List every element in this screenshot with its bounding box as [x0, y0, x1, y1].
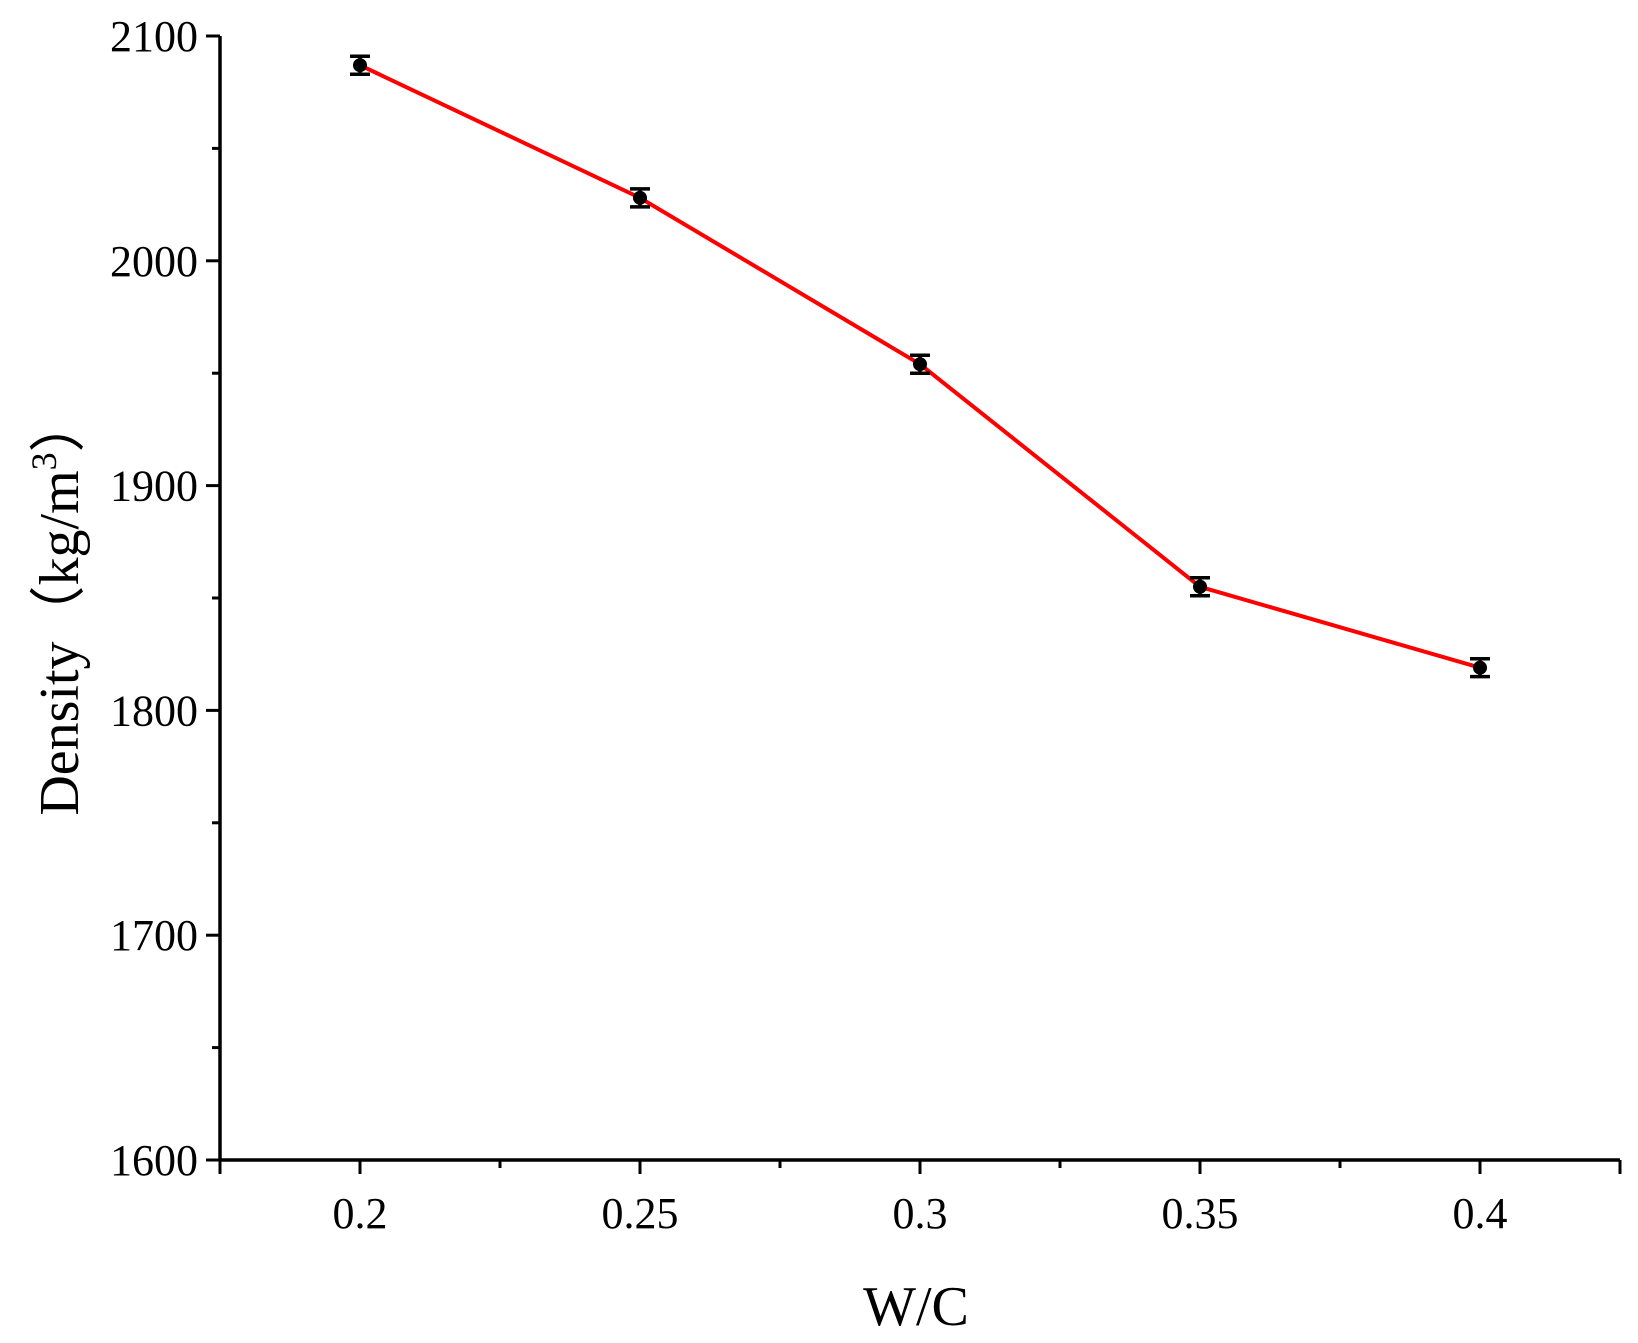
data-point — [630, 187, 650, 209]
data-marker — [633, 190, 647, 205]
data-marker — [913, 357, 927, 372]
data-marker — [1473, 660, 1487, 675]
data-point — [910, 353, 930, 375]
x-tick-labels: 0.2 0.25 0.3 0.35 0.4 — [333, 1189, 1508, 1238]
data-marker — [353, 58, 367, 73]
y-tick-label: 1800 — [110, 686, 198, 735]
x-tick-label: 0.4 — [1453, 1189, 1508, 1238]
y-tick-label: 1600 — [110, 1136, 198, 1185]
y-tick-labels: 1600 1700 1800 1900 2000 2100 — [110, 12, 198, 1185]
y-tick-label: 1900 — [110, 462, 198, 511]
y-tick-label: 1700 — [110, 911, 198, 960]
y-axis-title: Density（kg/m3） — [24, 396, 91, 815]
y-tick-label: 2000 — [110, 237, 198, 286]
data-marker — [1193, 579, 1207, 594]
x-axis-title: W/C — [863, 1276, 969, 1338]
plot-series — [350, 54, 1490, 679]
x-tick-label: 0.25 — [602, 1189, 679, 1238]
x-tick-label: 0.3 — [893, 1189, 948, 1238]
y-axis-title-sup: 3 — [24, 452, 64, 470]
minor-ticks — [212, 146, 1342, 1168]
major-ticks — [206, 34, 1622, 1174]
y-axis-title-end: ） — [29, 396, 91, 452]
data-point — [1190, 576, 1210, 598]
y-axis-title-main: Density（kg/m — [29, 470, 91, 815]
x-tick-label: 0.2 — [333, 1189, 388, 1238]
y-tick-label: 2100 — [110, 12, 198, 61]
data-point — [1470, 656, 1490, 679]
x-tick-label: 0.35 — [1162, 1189, 1239, 1238]
data-point — [350, 54, 370, 76]
